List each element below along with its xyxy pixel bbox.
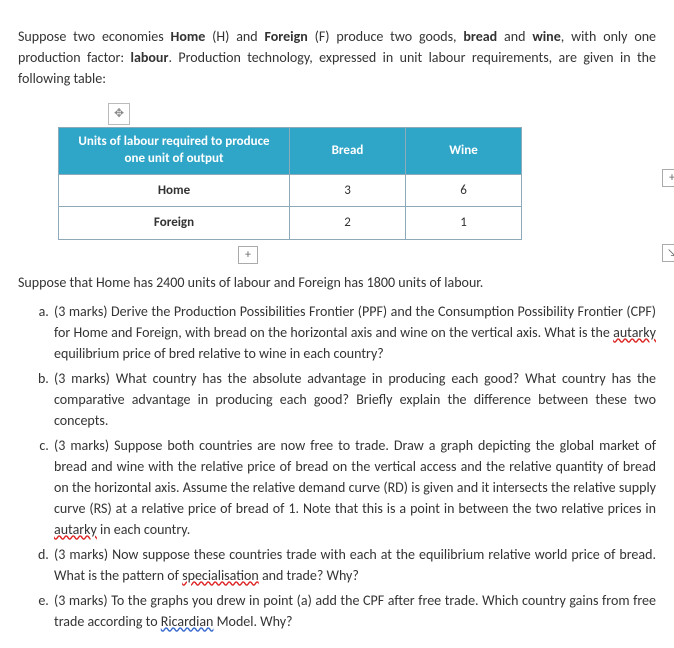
wine-bold: wine (532, 28, 560, 45)
ricardian-word: Ricardian (161, 613, 214, 630)
marks: (3 marks) (54, 370, 116, 387)
bread-bold: bread (463, 28, 497, 45)
text: What country has the absolute advantage … (54, 370, 656, 429)
marks: (3 marks) (54, 303, 111, 320)
autarky-word: autarky (54, 521, 97, 538)
cell-foreign-wine: 1 (406, 207, 522, 240)
cell-home-bread: 3 (290, 174, 406, 207)
marks: (3 marks) (54, 546, 112, 563)
autarky-word: autarky (613, 324, 656, 341)
marks: (3 marks) (54, 592, 111, 609)
question-b: (3 marks) What country has the absolute … (52, 368, 656, 431)
labour-endowment-text: Suppose that Home has 2400 units of labo… (18, 272, 656, 293)
cell-foreign-bread: 2 (290, 207, 406, 240)
question-a: (3 marks) Derive the Production Possibil… (52, 301, 656, 364)
text: Suppose both countries are now free to t… (54, 437, 656, 517)
row-home-label: Home (59, 174, 290, 207)
text: (H) and (205, 28, 264, 45)
text: equilibrium price of bred relative to wi… (54, 345, 384, 362)
intro-paragraph: Suppose two economies Home (H) and Forei… (18, 26, 656, 89)
question-d: (3 marks) Now suppose these countries tr… (52, 544, 656, 586)
table-move-handle-icon[interactable]: ✥ (108, 103, 130, 125)
labour-bold: labour (131, 49, 169, 66)
labour-requirements-table: Units of labour required to produce one … (58, 127, 522, 240)
table-header-wine: Wine (406, 128, 522, 175)
add-row-icon[interactable]: + (238, 246, 258, 264)
cell-home-wine: 6 (406, 174, 522, 207)
table-container: Units of labour required to produce one … (58, 127, 656, 240)
home-bold: Home (171, 28, 206, 45)
foreign-bold: Foreign (264, 28, 307, 45)
text: To the graphs you drew in point (a) add … (54, 592, 656, 630)
text: and (497, 28, 532, 45)
row-foreign-label: Foreign (59, 207, 290, 240)
add-column-icon[interactable]: + (662, 169, 674, 187)
text: (F) produce two goods, (308, 28, 464, 45)
marks: (3 marks) (54, 437, 114, 454)
question-list: (3 marks) Derive the Production Possibil… (18, 301, 656, 632)
table-row: Foreign 2 1 (59, 207, 522, 240)
table-row: Home 3 6 (59, 174, 522, 207)
table-header-units: Units of labour required to produce one … (59, 128, 290, 175)
text: Model. Why? (213, 613, 292, 630)
text: and trade? Why? (259, 567, 359, 584)
question-c: (3 marks) Suppose both countries are now… (52, 435, 656, 540)
text: in each country. (97, 521, 190, 538)
resize-handle-icon[interactable]: ↘ (662, 244, 674, 262)
text: Derive the Production Possibilities Fron… (54, 303, 656, 341)
text: Suppose two economies (18, 28, 171, 45)
table-header-bread: Bread (290, 128, 406, 175)
question-e: (3 marks) To the graphs you drew in poin… (52, 590, 656, 632)
specialisation-word: specialisation (182, 567, 259, 584)
